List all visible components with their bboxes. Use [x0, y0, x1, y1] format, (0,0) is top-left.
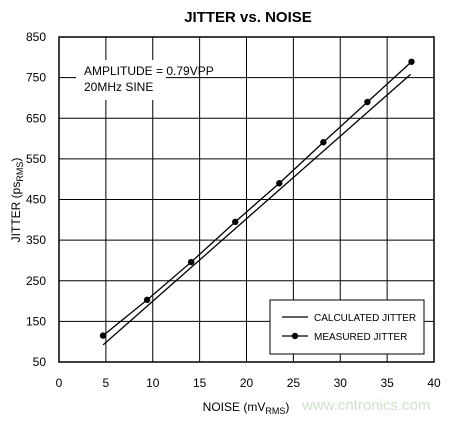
y-tick-label: 650: [26, 111, 46, 125]
legend-label-calculated: CALCULATED JITTER: [314, 313, 416, 324]
measured-jitter-point: [276, 180, 283, 187]
legend-label-measured: MEASURED JITTER: [314, 332, 407, 343]
x-tick-label: 20: [240, 376, 254, 390]
legend-box: [269, 299, 425, 355]
y-tick-label: 550: [26, 152, 46, 166]
x-tick-label: 35: [380, 376, 394, 390]
legend: CALCULATED JITTER MEASURED JITTER: [269, 299, 425, 355]
annotation-frequency: 20MHz SINE: [84, 80, 153, 94]
x-axis-label-main: NOISE (mV: [203, 400, 266, 414]
measured-jitter-point: [187, 258, 195, 266]
y-axis-label-close: ): [9, 158, 23, 162]
plot-area-frame: [58, 36, 435, 363]
x-axis-label-sub: RMS: [265, 406, 285, 416]
grid-lines: [59, 37, 434, 362]
y-tick-label: 150: [26, 314, 46, 328]
chart-title: JITTER vs. NOISE: [184, 9, 312, 26]
calculated-jitter-line: [102, 73, 411, 346]
measured-jitter-point: [408, 58, 415, 65]
y-tick-label: 850: [26, 30, 46, 44]
y-tick-label: 50: [33, 355, 47, 369]
measured-jitter-point: [143, 296, 151, 304]
x-tick-label: 10: [146, 376, 160, 390]
x-axis-label: NOISE (mVRMS): [203, 400, 290, 416]
x-tick-label: 15: [193, 376, 207, 390]
y-tick-labels: 50 150 250 350 450 550 650 750 850: [26, 30, 46, 369]
y-tick-label: 350: [26, 233, 46, 247]
x-tick-labels: 0 5 10 15 20 25 30 35 40: [56, 376, 441, 390]
annotation-amplitude: AMPLITUDE = 0.79VPP: [84, 64, 214, 78]
measured-jitter-point: [320, 139, 327, 146]
x-tick-label: 25: [287, 376, 301, 390]
legend-marker-measured: [291, 332, 299, 340]
measured-jitter-point: [99, 332, 107, 339]
y-axis-label-main: JITTER (ps: [9, 182, 23, 243]
series-layer: [99, 58, 415, 346]
y-tick-label: 250: [26, 274, 46, 288]
measured-jitter-line: [102, 61, 412, 337]
x-tick-label: 5: [103, 376, 110, 390]
y-tick-label: 450: [26, 193, 46, 207]
x-tick-label: 30: [334, 376, 348, 390]
y-axis-label: JITTER (psRMS): [9, 158, 25, 243]
measured-jitter-point: [364, 98, 371, 106]
x-axis-label-close: ): [285, 400, 289, 414]
x-tick-label: 0: [56, 376, 63, 390]
y-tick-label: 750: [26, 71, 46, 85]
x-tick-label: 40: [427, 376, 441, 390]
watermark: www.cntronics.com: [301, 397, 430, 414]
measured-jitter-point: [232, 218, 239, 226]
annotation-box: AMPLITUDE = 0.79VPP 20MHz SINE: [76, 60, 214, 100]
y-axis-label-sub: RMS: [15, 162, 25, 182]
